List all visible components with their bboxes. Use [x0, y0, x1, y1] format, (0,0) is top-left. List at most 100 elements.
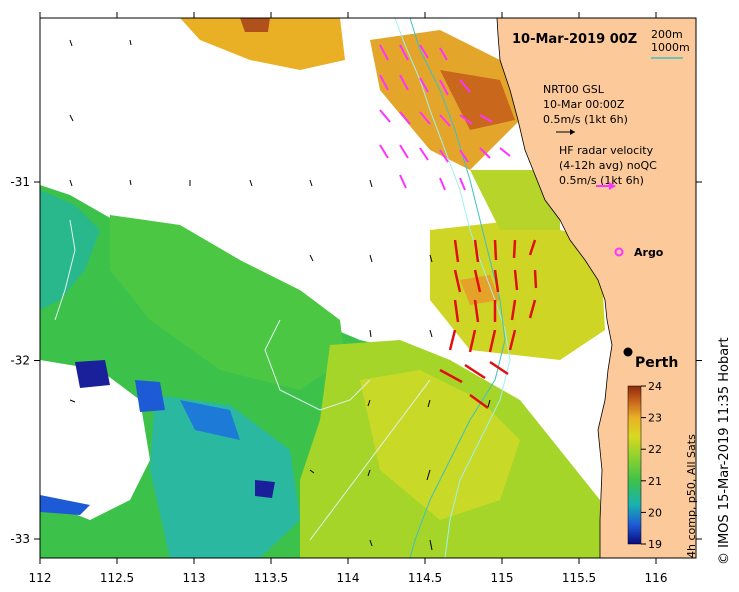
- nrt-arrow: [429, 539, 433, 551]
- hf-arrow-strong: [510, 299, 517, 321]
- hf-arrow: [439, 177, 446, 191]
- colorbar-label: 4h comp, p50, All Sats: [685, 434, 698, 558]
- hf-arrow-strong: [528, 299, 537, 319]
- hf-arrow: [379, 74, 389, 91]
- nrt-arrow: [129, 39, 132, 46]
- bathymetry-legend: 200m 1000m: [651, 28, 690, 59]
- hf-legend-arrowhead: [609, 182, 616, 190]
- y-tick-label: -33: [10, 532, 30, 546]
- perth-marker: Perth: [623, 347, 678, 371]
- hf-radar-arrows-strong: [439, 239, 538, 410]
- hf-arrow-strong: [439, 368, 463, 384]
- nrt-arrow: [69, 179, 73, 187]
- nrt-arrow: [429, 329, 433, 338]
- colorbar-tick-label: 24: [648, 380, 662, 393]
- sst-patch-teal-west: [40, 190, 100, 310]
- hf-arrow: [459, 149, 469, 163]
- colorbar-tick-label: 21: [648, 475, 662, 488]
- hf-arrow-strong: [448, 329, 457, 351]
- cloud-gap: [40, 18, 430, 245]
- y-axis: -31 -32 -33: [10, 175, 702, 546]
- sst-warm-spot: [240, 18, 270, 32]
- hf-arrow-strong: [469, 393, 489, 410]
- nrt-arrow: [487, 399, 491, 408]
- nrt-arrow: [309, 469, 315, 474]
- colorbar: 19 20 21 22 23 24 4h comp, p50, All Sats: [627, 380, 698, 558]
- nrt-arrow: [367, 399, 371, 407]
- x-tick-label: 113.5: [254, 571, 288, 585]
- hf-arrow: [399, 111, 411, 125]
- hf-arrow-strong: [493, 269, 500, 293]
- nrt-legend: NRT00 GSL 10-Mar 00:00Z 0.5m/s (1kt 6h): [543, 83, 628, 135]
- hf-arrow: [419, 111, 431, 125]
- hf-arrow-strong: [473, 299, 480, 323]
- contour-south: [309, 379, 431, 541]
- nrt-arrow: [369, 329, 372, 338]
- y-tick-label: -31: [10, 175, 30, 189]
- nrt-arrow: [309, 254, 314, 262]
- sst-patch-yellow-south: [360, 370, 520, 520]
- contour-200m: [394, 17, 511, 559]
- nrt-legend-line3: 0.5m/s (1kt 6h): [543, 113, 628, 126]
- hf-legend-line3: 0.5m/s (1kt 6h): [559, 174, 644, 187]
- contour-western: [54, 219, 76, 321]
- hf-arrow: [419, 77, 429, 93]
- colorbar-tick-label: 20: [648, 506, 662, 519]
- land: [496, 17, 697, 559]
- hf-arrow: [419, 147, 429, 161]
- bathymetry-contours: [54, 17, 511, 559]
- hf-arrow: [379, 144, 389, 159]
- x-tick-label: 115: [491, 571, 514, 585]
- contour-1000m: [409, 17, 506, 559]
- city-dot-icon: [623, 347, 633, 357]
- sst-patch-green-mid: [110, 215, 345, 390]
- nrt-arrows: [69, 39, 491, 551]
- hf-arrow-strong: [489, 360, 509, 376]
- cloud-gap: [240, 250, 430, 320]
- hf-arrow-strong: [508, 329, 517, 351]
- city-label: Perth: [635, 355, 678, 371]
- hf-arrow-strong: [512, 239, 517, 259]
- x-tick-label: 113: [183, 571, 206, 585]
- hf-arrow-strong: [533, 269, 538, 289]
- colorbar-tick-label: 19: [648, 538, 662, 551]
- colorbar-ticks: 19 20 21 22 23 24: [641, 380, 662, 551]
- hf-arrow: [399, 44, 409, 61]
- hf-arrow: [399, 174, 407, 189]
- sst-cold-spot: [135, 380, 165, 412]
- sst-patch-orange-north: [180, 18, 345, 70]
- cloud-gap: [40, 360, 150, 520]
- nrt-arrow: [429, 254, 433, 263]
- hf-arrow: [479, 147, 491, 159]
- hf-arrow: [459, 114, 473, 125]
- nrt-arrow: [369, 254, 373, 263]
- x-tick-label: 112: [29, 571, 52, 585]
- hf-arrow-strong: [473, 269, 482, 293]
- hf-arrow-strong: [453, 239, 460, 263]
- hf-legend-line2: (4-12h avg) noQC: [559, 159, 657, 172]
- hf-arrow: [459, 177, 466, 191]
- nrt-arrow: [367, 469, 371, 477]
- nrt-arrow: [369, 539, 373, 547]
- nrt-legend-line2: 10-Mar 00:00Z: [543, 98, 625, 111]
- y-tick-label: -32: [10, 354, 30, 368]
- sst-patch-warm-north-dark: [440, 70, 515, 130]
- x-tick-label: 114.5: [408, 571, 442, 585]
- hf-arrow: [479, 114, 493, 123]
- colorbar-tick-label: 22: [648, 443, 662, 456]
- hf-arrow: [439, 79, 449, 96]
- nrt-arrow: [309, 179, 313, 187]
- hf-arrow: [459, 79, 471, 93]
- nrt-arrow: [426, 469, 431, 481]
- nrt-arrow: [69, 399, 76, 403]
- hf-arrow-strong: [453, 299, 460, 323]
- x-tick-label: 114: [337, 571, 360, 585]
- hf-arrow: [439, 47, 448, 61]
- bathy-legend-200m: 200m: [651, 28, 683, 41]
- hf-arrow: [439, 114, 451, 127]
- sst-field: [40, 18, 605, 558]
- colorbar-bar: [627, 385, 642, 545]
- hf-arrow: [419, 44, 429, 59]
- sst-cold-spot: [180, 400, 240, 440]
